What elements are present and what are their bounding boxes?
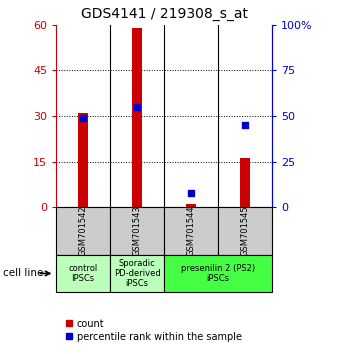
Text: control
IPSCs: control IPSCs <box>68 264 98 283</box>
Bar <box>78 113 88 207</box>
Text: GSM701543: GSM701543 <box>133 206 141 256</box>
Text: Sporadic
PD-derived
iPSCs: Sporadic PD-derived iPSCs <box>114 258 160 289</box>
Bar <box>164 207 218 255</box>
Bar <box>164 255 272 292</box>
Point <box>188 190 194 195</box>
Bar <box>56 207 110 255</box>
Title: GDS4141 / 219308_s_at: GDS4141 / 219308_s_at <box>81 7 248 21</box>
Text: GSM701545: GSM701545 <box>240 206 250 256</box>
Bar <box>56 255 110 292</box>
Text: cell line: cell line <box>3 268 44 279</box>
Legend: count, percentile rank within the sample: count, percentile rank within the sample <box>61 315 245 346</box>
Text: GSM701544: GSM701544 <box>187 206 196 256</box>
Point <box>80 115 86 121</box>
Text: presenilin 2 (PS2)
iPSCs: presenilin 2 (PS2) iPSCs <box>181 264 255 283</box>
Bar <box>132 28 142 207</box>
Bar <box>110 255 164 292</box>
Bar <box>218 207 272 255</box>
Bar <box>240 159 250 207</box>
Bar <box>186 204 196 207</box>
Point <box>134 104 140 110</box>
Point <box>242 122 248 128</box>
Bar <box>110 207 164 255</box>
Text: GSM701542: GSM701542 <box>79 206 88 256</box>
